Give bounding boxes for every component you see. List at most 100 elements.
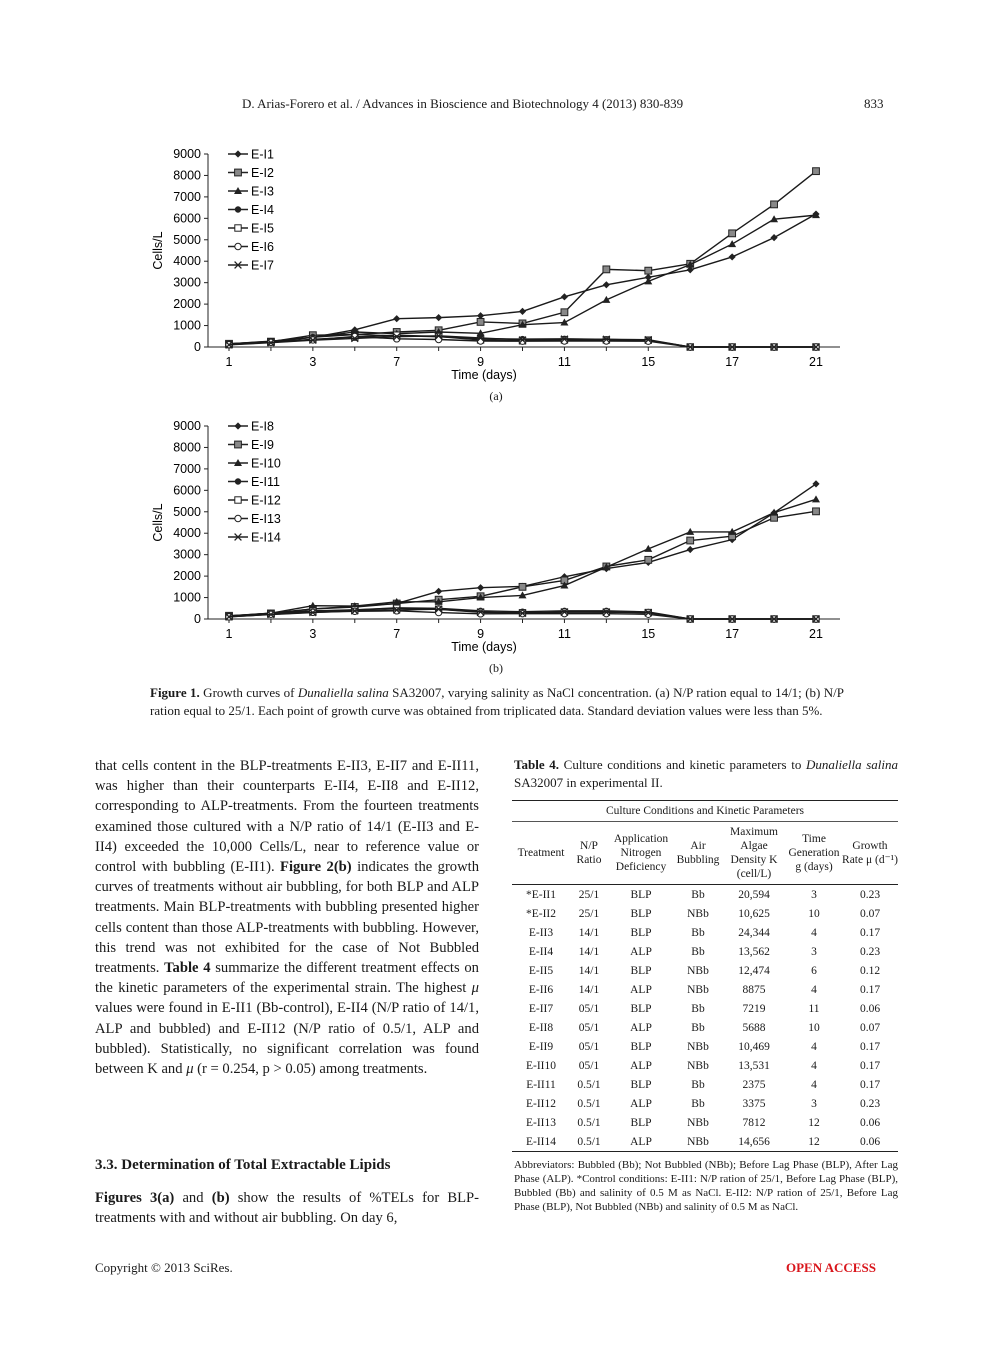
body-paragraph-1: that cells content in the BLP-treatments…	[95, 756, 479, 1079]
data-point-E-I14	[225, 612, 233, 621]
y-tick-label: 1000	[173, 319, 201, 333]
table-cell: Bb	[691, 1078, 705, 1091]
y-tick-label: 5000	[173, 505, 201, 519]
growth-chart-a: 0 1000 2000 3000 4000 5000 6000 7000 8000 9000 1 3 7…	[151, 147, 840, 382]
table-cell: E-II8	[528, 1021, 554, 1034]
table-cell: 13,562	[738, 945, 770, 958]
legend-marker-E-I7	[234, 261, 242, 269]
data-point-E-I14	[518, 609, 527, 618]
table-cell: 6	[811, 964, 817, 977]
data-point-E-I7	[518, 336, 527, 344]
y-tick-label: 0	[194, 612, 201, 626]
series-line-E-I2	[228, 170, 817, 345]
y-tick-label: 7000	[173, 462, 201, 476]
x-axis-label: Time (days)	[451, 640, 517, 654]
table-4-species: Dunaliella salina	[805, 757, 899, 772]
data-point-E-I10	[308, 601, 317, 609]
body-text-a: that cells content in the BLP-treatments…	[95, 758, 479, 876]
data-point-E-I10	[476, 593, 485, 601]
table-cell: E-II12	[525, 1097, 556, 1110]
figure-3a-ref[interactable]: Figures 3(a)	[95, 1190, 175, 1206]
legend-label-E-I14: E-I14	[251, 531, 281, 545]
table-cell: 0.23	[859, 1097, 881, 1110]
legend-marker-E-I11	[234, 478, 242, 485]
data-point-E-I8	[435, 587, 443, 595]
table-cell: 8875	[742, 983, 766, 996]
y-tick-label: 4000	[173, 526, 201, 540]
open-access-label[interactable]: OPEN ACCESS	[786, 1260, 876, 1275]
data-point-E-I7	[728, 343, 737, 351]
table-cell: 0.17	[859, 1078, 881, 1091]
y-tick-label: 0	[194, 340, 201, 354]
data-point-E-I10	[560, 581, 569, 589]
figure-3b-ref[interactable]: (b)	[211, 1190, 230, 1206]
legend-marker-E-I1	[234, 150, 242, 158]
panel-label-b: (b)	[489, 661, 503, 675]
table-col-header: N/P Ratio	[570, 821, 608, 885]
table-cell: 4	[811, 1040, 817, 1053]
table-cell: ALP	[608, 1132, 674, 1152]
table-cell: Bb	[691, 926, 705, 939]
table-cell: 0.23	[859, 888, 881, 901]
data-point-E-I10	[770, 508, 779, 516]
table-cell: BLP	[630, 1040, 652, 1053]
legend-label-E-I7: E-I7	[251, 259, 274, 273]
table-cell: ALP	[630, 1021, 652, 1034]
table-cell: Bb	[691, 945, 705, 958]
table-cell: *E-II2	[525, 907, 556, 920]
data-point-E-I9	[644, 555, 653, 564]
figure-2b-ref[interactable]: Figure 2(b)	[280, 859, 352, 876]
data-point-E-I14	[350, 606, 359, 615]
data-point-E-I10	[686, 527, 695, 535]
table-cell: 0.06	[842, 1132, 898, 1152]
legend-marker-E-I6	[234, 242, 242, 251]
table-cell: E-II11	[526, 1078, 556, 1091]
data-point-E-I14	[434, 605, 443, 613]
y-tick-label: 1000	[173, 591, 201, 605]
data-point-E-I7	[225, 340, 233, 349]
figure-caption: Figure 1. Growth curves of Dunaliella sa…	[150, 684, 844, 720]
data-point-E-I3	[644, 277, 653, 285]
data-point-E-I2	[560, 308, 569, 317]
table-cell: BLP	[630, 964, 652, 977]
data-point-E-I7	[267, 338, 275, 347]
table-4: Culture Conditions and Kinetic Parameter…	[512, 800, 898, 1152]
section-heading: 3.3. Determination of Total Extractable …	[95, 1157, 391, 1173]
table-cell: ALP	[630, 983, 652, 996]
running-head-text: D. Arias-Forero et al. / Advances in Bio…	[242, 96, 684, 111]
y-tick-label: 8000	[173, 440, 201, 454]
table-cell: ALP	[630, 1097, 652, 1110]
table-cell: E-II4	[528, 945, 554, 958]
table-cell: *E-II1	[525, 888, 556, 901]
table-cell: 0.5/1	[570, 1132, 608, 1152]
y-tick-label: 6000	[173, 483, 201, 497]
data-point-E-I2	[770, 200, 778, 209]
table-cell: 14/1	[578, 964, 600, 977]
table-cell: 25/1	[578, 888, 600, 901]
table-cell: 3375	[742, 1097, 766, 1110]
legend-label-E-I10: E-I10	[251, 457, 281, 471]
data-point-E-I7	[476, 334, 485, 342]
table-4-ref[interactable]: Table 4	[164, 960, 211, 977]
data-point-E-I2	[644, 266, 653, 275]
data-point-E-I10	[644, 544, 653, 552]
table-cell: E-II9	[528, 1040, 554, 1053]
table-cell: 0.17	[859, 983, 881, 996]
legend-marker-E-I2	[234, 168, 242, 177]
table-cell: 13,531	[738, 1059, 770, 1072]
panel-label-a: (a)	[489, 389, 503, 403]
x-tick-label: 21	[809, 355, 823, 369]
table-cell: NBb	[687, 983, 709, 996]
table-cell: 7219	[742, 1002, 766, 1015]
table-cell: BLP	[630, 907, 652, 920]
table-row: E-II8 05/1 ALP Bb 5688 10 0.07	[512, 1018, 898, 1037]
x-tick-label: 11	[558, 355, 571, 369]
table-cell: 0.17	[859, 1059, 881, 1072]
x-tick-label: 3	[309, 355, 316, 369]
table-cell: 10,625	[738, 907, 770, 920]
table-cell: ALP	[630, 1059, 652, 1072]
data-point-E-I3	[560, 318, 569, 326]
data-point-E-I3	[770, 215, 779, 223]
data-point-E-I14	[308, 608, 317, 617]
table-cell: BLP	[630, 1002, 652, 1015]
